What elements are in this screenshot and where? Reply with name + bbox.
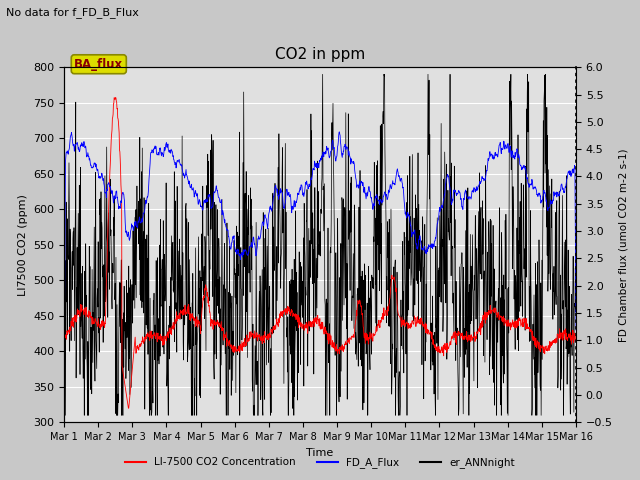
Text: No data for f_FD_B_Flux: No data for f_FD_B_Flux <box>6 7 140 18</box>
Legend: LI-7500 CO2 Concentration, FD_A_Flux, er_ANNnight: LI-7500 CO2 Concentration, FD_A_Flux, er… <box>121 453 519 472</box>
X-axis label: Time: Time <box>307 448 333 457</box>
Y-axis label: FD Chamber flux (umol CO2 m-2 s-1): FD Chamber flux (umol CO2 m-2 s-1) <box>618 148 628 342</box>
Y-axis label: LI7500 CO2 (ppm): LI7500 CO2 (ppm) <box>17 194 28 296</box>
Title: CO2 in ppm: CO2 in ppm <box>275 47 365 62</box>
Text: BA_flux: BA_flux <box>74 58 124 71</box>
